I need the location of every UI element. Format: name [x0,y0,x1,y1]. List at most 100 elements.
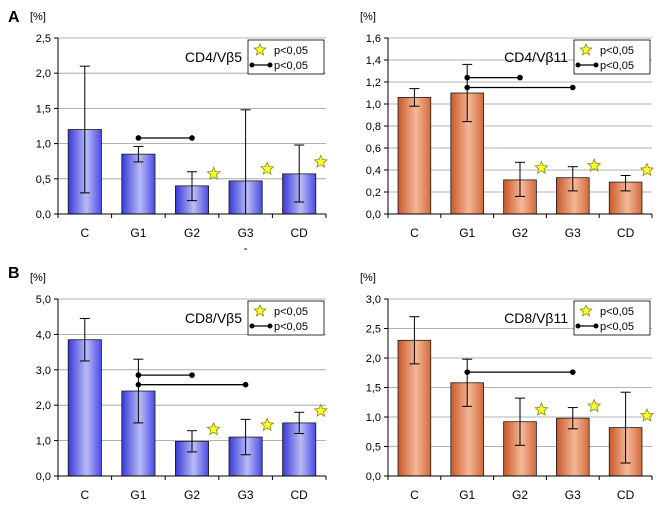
legend-dot-icon [249,62,255,68]
significance-dot [570,84,576,91]
chart-2: 0,0 0,2 0,4 0,6 0,8 1,0 1,2 1,4 1,6 [%] C G1 G2 G3 CD p… [360,11,655,240]
significance-star [206,166,221,180]
significance-dot [517,74,523,81]
significance-dot [242,381,249,388]
chart-1: 0,0 0,5 1,0 1,5 2,0 2,5 [%] C G1 G2 G3 CD - p<0,05 p<0… [30,11,328,255]
legend-star-icon [253,303,267,317]
y-tick-label: 1,4 [366,55,381,67]
legend-dot-icon [267,62,273,68]
significance-dot [189,372,195,378]
legend-dot-icon [575,62,581,68]
x-tick-label: C [80,488,89,502]
y-axis-label: [%] [30,272,46,284]
x-tick-label: G3 [238,488,254,502]
y-tick-label: 1,2 [366,77,381,89]
bar-g1 [121,153,156,215]
legend-dot-icon [575,323,581,329]
significance-star [587,398,602,413]
chart-title: CD8/Vβ5 [185,310,242,326]
y-axis-label: [%] [360,11,376,23]
legend-star-icon [253,42,267,56]
y-tick-label: 3,0 [36,365,51,377]
chart-4: 0,0 0,5 1,0 1,5 2,0 2,5 3,0 [%] C G1 G2 G3 CD p<0,05 p… [360,272,655,502]
significance-star [313,154,328,168]
x-tick-label: CD [617,488,635,502]
significance-star [260,161,275,176]
x-tick-label: CD [617,226,635,240]
y-tick-label: 1,0 [36,436,51,448]
x-tick-label: G1 [459,488,475,502]
x-tick-label: C [80,226,89,240]
x-tick-label: C [410,226,419,240]
legend-star-label: p<0,05 [600,306,634,318]
chart-title: CD4/Vβ11 [504,49,568,65]
y-tick-label: 1,5 [366,383,381,395]
x-tick-label: CD [291,226,309,240]
significance-star [587,158,602,172]
x-tick-label: G2 [184,226,200,240]
significance-dot [135,381,142,388]
x-tick-label: G1 [459,226,475,240]
x-tick-label: G2 [512,488,528,502]
chart-title: CD4/Vβ5 [185,49,242,65]
panel-label-b: B [8,265,20,282]
y-tick-label: 0,0 [366,471,381,483]
significance-star [313,403,328,418]
significance-dot [135,372,142,378]
legend-star-label: p<0,05 [274,45,308,57]
x-tick-label: G3 [238,226,254,240]
x-tick-label: C [410,488,419,502]
x-tick-label: G2 [512,226,528,240]
y-tick-label: 1,0 [36,139,51,151]
significance-star [639,408,655,422]
chart-title: CD8/Vβ11 [504,310,568,326]
y-tick-label: 0,4 [366,165,381,177]
y-tick-label: 0,6 [366,143,381,155]
chart-3: 0,0 1,0 2,0 3,0 4,0 5,0 [%] C G1 G2 G3 CD p<0,05 p<0,… [30,272,328,502]
legend-star-label: p<0,05 [274,306,308,318]
y-tick-label: 1,5 [36,103,51,115]
x-tick-label: G1 [130,488,146,502]
x-tick-label: G2 [184,488,200,502]
y-tick-label: 3,0 [366,294,381,306]
significance-star [206,421,221,436]
legend-dot-icon [593,323,599,329]
y-tick-label: 1,6 [366,33,381,45]
y-axis-label: [%] [30,11,46,23]
legend-line-label: p<0,05 [600,60,634,72]
significance-dot [135,135,142,141]
y-axis-label: [%] [360,272,376,284]
significance-dot [189,135,195,141]
legend-dot-icon [593,62,599,68]
y-tick-label: 2,0 [36,68,51,80]
x-extra-label: - [244,241,248,255]
x-tick-label: CD [291,488,309,502]
x-tick-label: G3 [565,488,581,502]
significance-star [639,162,655,177]
x-tick-label: G3 [565,226,581,240]
y-tick-label: 1,0 [366,412,381,424]
x-tick-label: G1 [130,226,146,240]
y-tick-label: 0,0 [36,471,51,483]
y-tick-label: 0,8 [366,121,381,133]
y-tick-label: 2,5 [36,33,51,45]
bar-c [397,97,432,215]
legend-star-label: p<0,05 [600,45,634,57]
panel-label-a: A [8,9,20,26]
legend-dot-icon [249,323,255,329]
legend-star-icon [579,303,593,317]
significance-dot [464,74,471,81]
significance-dot [570,369,576,375]
y-tick-label: 0,0 [36,209,51,221]
significance-star [260,417,275,432]
legend-dot-icon [267,323,273,329]
significance-dot [464,84,471,91]
legend-line-label: p<0,05 [274,60,308,72]
y-tick-label: 2,0 [366,353,381,365]
y-tick-label: 0,5 [36,174,51,186]
y-tick-label: 2,0 [36,400,51,412]
significance-star [534,402,549,416]
legend-star-icon [579,42,593,56]
bar-c [67,339,102,477]
